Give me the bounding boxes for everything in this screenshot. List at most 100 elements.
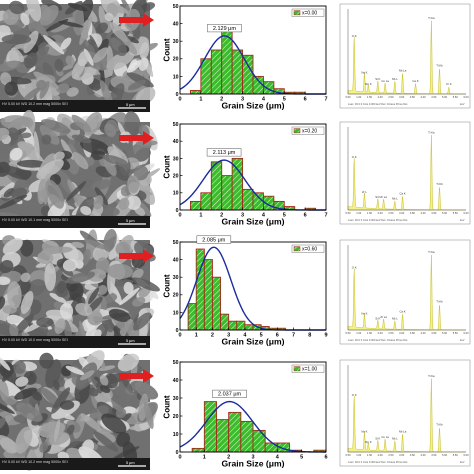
sem-grain (15, 426, 33, 454)
sem-grain (132, 312, 152, 331)
sem-grain (77, 50, 89, 67)
sem-grain (4, 81, 19, 96)
sem-grain (133, 165, 149, 181)
sem-grain (20, 132, 32, 139)
y-tick-label: 10 (173, 310, 179, 316)
sem-grain (104, 12, 114, 22)
y-tick-label: 0 (176, 208, 179, 214)
eds-peak-label: Ti Ka (428, 250, 435, 254)
legend-swatch (293, 246, 301, 252)
sem-grain (115, 30, 138, 55)
x-tick-label: 4 (262, 97, 266, 103)
peak-annotation: 2.129 μm (213, 26, 236, 32)
plot-frame (179, 123, 327, 211)
legend-box (291, 8, 325, 17)
sem-grain (2, 238, 23, 255)
y-tick-label: 40 (173, 258, 179, 264)
sem-grain (13, 360, 26, 374)
sem-grain (39, 81, 50, 99)
legend-label: x=0.20 (302, 129, 317, 135)
sem-info-bar (0, 458, 150, 470)
eds-footer: Lsec: 30.0 0 Cnts 0.000 keV Det: Octane … (348, 218, 408, 222)
legend-box (291, 364, 325, 373)
eds-footer: Lsec: 30.0 0 Cnts 0.000 keV Det: Octane … (348, 338, 408, 342)
eds-x-tick-label: 1.00 (356, 331, 362, 335)
histogram-bar (203, 401, 217, 453)
y-tick-label: 50 (173, 4, 179, 10)
sem-grain (104, 123, 117, 137)
sem-grain (80, 370, 95, 381)
x-tick-label: 8 (308, 333, 311, 339)
eds-x-tick-label: 3.50 (410, 211, 416, 215)
sem-grain (37, 251, 54, 265)
peak-annotation-box (196, 235, 232, 244)
sem-grain (138, 57, 149, 71)
eds-x-tick-label: 0.50 (345, 331, 351, 335)
sem-grain (107, 263, 133, 280)
sem-grain (66, 424, 75, 436)
sem-grain (66, 181, 87, 201)
y-axis-label: Count (163, 274, 172, 297)
sem-grain (71, 241, 85, 248)
eds-peak-label: Ti Kb (436, 64, 443, 68)
x-tick-label: 3 (227, 333, 230, 339)
eds-peak-label: Ca K (399, 192, 405, 196)
eds-x-tick-label: 2.00 (378, 453, 384, 457)
sem-grain (16, 159, 46, 168)
red-arrow-icon (119, 13, 154, 27)
eds-x-tick-label: 3.00 (399, 331, 405, 335)
x-axis-label: Grain Size (μm) (221, 101, 284, 111)
sem-grain (117, 353, 140, 372)
eds-spectrum: O K Na K Mg KSi K Cu La Nb LNb La Ti Ka Ti Kb 0… (339, 359, 471, 467)
sem-micrograph: HV 5.00 kV WD 10.2 mm mag 5000x SEI 5 μm (0, 350, 159, 471)
x-tick-label: 6 (304, 97, 307, 103)
x-tick-label: 5 (283, 97, 286, 103)
histogram-bar (203, 259, 213, 331)
sem-grain (132, 277, 160, 292)
sem-grain (101, 413, 127, 434)
sem-grain (66, 87, 79, 97)
eds-x-tick-label: 4.50 (431, 453, 437, 457)
sem-grain (103, 229, 117, 252)
histogram-bar (210, 161, 223, 211)
sem-grain (26, 0, 42, 22)
eds-x-tick-label: 2.50 (388, 453, 394, 457)
sem-grain (60, 37, 72, 50)
sem-grain (0, 356, 11, 371)
sem-grain (97, 284, 108, 295)
eds-x-tick-label: 3.00 (399, 453, 405, 457)
y-tick-label: 40 (173, 378, 179, 384)
sem-info-text: HV 5.00 kV WD 10.2 mm mag 5000x SEI (2, 102, 68, 106)
sem-grain (103, 206, 120, 217)
sem-grain (45, 179, 65, 209)
sem-grain (0, 417, 6, 430)
eds-x-tick-label: 2.00 (378, 95, 384, 99)
legend-swatch (293, 366, 301, 372)
x-tick-label: 6 (304, 213, 307, 219)
x-tick-label: 2 (220, 97, 223, 103)
y-tick-label: 10 (173, 191, 179, 197)
sem-grain (126, 60, 142, 73)
sem-grain (102, 154, 128, 166)
eds-x-tick-label: 5.00 (442, 453, 448, 457)
x-tick-label: 0 (178, 97, 181, 103)
eds-x-tick-label: 1.00 (356, 95, 362, 99)
sem-grain (53, 419, 61, 443)
sem-grain (11, 47, 24, 63)
eds-footer: Lsec: 30.0 0 Cnts 0.000 keV Det: Octane … (348, 102, 408, 106)
y-tick-label: 20 (173, 174, 179, 180)
x-axis-label: Grain Size (μm) (221, 337, 284, 347)
eds-x-tick-label: 6.00 (463, 331, 469, 335)
grain-size-histogram: 0 1 2 3 4 5 6 7 8 9 0 10 20 30 40 50 Grain Size (μm) Coun… (163, 235, 328, 347)
sem-grain (37, 176, 49, 205)
eds-peak-label: Zr La (380, 315, 387, 319)
sem-grain (60, 266, 74, 277)
x-tick-label: 3 (241, 213, 244, 219)
legend-box (291, 244, 325, 253)
histogram-bar (216, 419, 230, 453)
sem-grain (72, 151, 89, 170)
eds-peak-label: Cu La (381, 79, 389, 83)
sem-grain (65, 55, 75, 67)
sem-grain (52, 379, 60, 391)
